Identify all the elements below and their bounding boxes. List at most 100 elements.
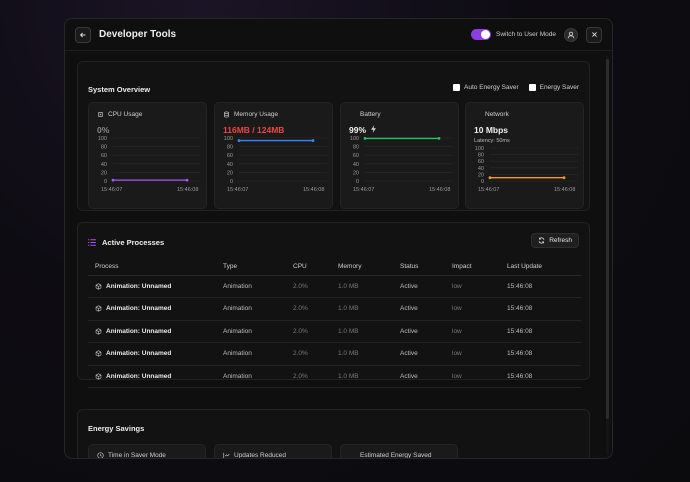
table-cell: 2.0% — [293, 275, 338, 298]
process-name: Animation: Unnamed — [95, 283, 223, 290]
process-name: Animation: Unnamed — [95, 373, 223, 380]
metric-header: Battery — [349, 111, 381, 118]
table-cell: 15:46:08 — [507, 342, 581, 366]
avatar[interactable] — [564, 27, 578, 42]
table-header-row: Process Type CPU Memory Status Impact Last Upd… — [88, 259, 581, 276]
box-icon — [95, 350, 102, 357]
system-overview-card: System Overview Auto Energy Saver Energy… — [77, 61, 590, 211]
refresh-button[interactable]: Refresh — [531, 233, 579, 248]
series-point — [562, 176, 566, 180]
table-cell: Animation: Unnamed — [88, 342, 223, 366]
series-point — [111, 178, 115, 182]
energy-stat-label: Updates Reduced — [234, 452, 287, 459]
time-end-label: 15:46:08 — [429, 187, 451, 193]
user-mode-toggle[interactable] — [471, 29, 492, 40]
y-tick-label: 80 — [478, 153, 484, 159]
y-tick-label: 0 — [104, 179, 107, 185]
series-point — [237, 139, 241, 142]
energy-savings-card: Energy Savings Time in Saver Mode Updates… — [77, 409, 590, 459]
y-tick-label: 0 — [481, 179, 484, 185]
close-button[interactable] — [586, 26, 602, 43]
box-icon — [95, 283, 102, 290]
metric-header: CPU Usage — [97, 111, 142, 118]
column-header[interactable]: Process — [88, 259, 223, 276]
box-icon — [95, 373, 102, 380]
clock-icon — [97, 452, 104, 458]
time-start-label: 15:46:07 — [478, 187, 500, 193]
column-header[interactable]: Status — [400, 259, 452, 276]
metric-label: Memory Usage — [234, 111, 279, 118]
y-tick-label: 40 — [227, 162, 233, 168]
metric-value: 99% — [349, 125, 377, 135]
table-row[interactable]: Animation: Unnamed Animation 2.0% 1.0 MB Act… — [88, 320, 581, 343]
energy-saver-checkbox[interactable] — [528, 84, 536, 91]
blank-icon — [349, 452, 356, 459]
energy-stat-label: Time in Saver Mode — [108, 452, 166, 459]
cpu-icon — [98, 112, 103, 117]
metric-header: Network — [474, 111, 509, 118]
energy-stat-box: Estimated Energy Saved — [340, 444, 458, 459]
time-start-label: 15:46:07 — [353, 187, 375, 193]
column-header[interactable]: Type — [223, 259, 293, 276]
auto-energy-saver-checkbox[interactable] — [453, 84, 461, 91]
process-name-text: Animation: Unnamed — [106, 350, 172, 358]
energy-savings-title: Energy Savings — [88, 424, 145, 433]
y-tick-label: 60 — [227, 153, 233, 159]
energy-stat-label: Estimated Energy Saved — [360, 452, 432, 459]
time-end-label: 15:46:08 — [303, 187, 325, 193]
process-name: Animation: Unnamed — [95, 328, 223, 335]
table-cell: Animation: Unnamed — [88, 320, 223, 343]
metric-card-1: Memory Usage 116MB / 124MB 100 80 60 40 20 0 15:… — [214, 102, 333, 209]
table-cell: 2.0% — [293, 320, 338, 343]
series-point — [311, 139, 315, 142]
table-row[interactable]: Animation: Unnamed Animation 2.0% 1.0 MB Act… — [88, 342, 581, 366]
table-cell: Animation — [223, 275, 293, 298]
process-table: Process Type CPU Memory Status Impact Last Upd… — [88, 259, 581, 388]
column-header[interactable]: Impact — [452, 259, 507, 276]
back-button[interactable] — [75, 26, 91, 43]
table-cell: Animation — [223, 365, 293, 388]
table-row[interactable]: Animation: Unnamed Animation 2.0% 1.0 MB Act… — [88, 275, 581, 298]
active-processes-header: Active Processes — [88, 238, 164, 247]
table-cell: low — [452, 320, 507, 343]
scrollbar-thumb[interactable] — [606, 59, 609, 419]
y-tick-label: 40 — [478, 166, 484, 172]
table-cell: 15:46:08 — [507, 275, 581, 298]
energy-options: Auto Energy Saver Energy Saver — [447, 84, 579, 91]
metric-card-2: Battery 99% 100 80 60 40 20 0 15:46:07 15:46:08 — [340, 102, 459, 209]
y-tick-label: 100 — [224, 136, 233, 142]
table-cell: low — [452, 342, 507, 366]
table-cell: 1.0 MB — [338, 320, 400, 343]
y-tick-label: 80 — [353, 145, 359, 151]
process-name-text: Animation: Unnamed — [106, 327, 172, 335]
refresh-label: Refresh — [549, 237, 572, 244]
table-cell: low — [452, 275, 507, 298]
column-header[interactable]: CPU — [293, 259, 338, 276]
table-row[interactable]: Animation: Unnamed Animation 2.0% 1.0 MB Act… — [88, 297, 581, 321]
table-cell: 15:46:08 — [507, 365, 581, 388]
metric-subtext: Latency: 50ms — [474, 138, 510, 144]
column-header[interactable]: Memory — [338, 259, 400, 276]
y-tick-label: 100 — [475, 146, 484, 152]
metric-value-text: 116MB / 124MB — [223, 125, 285, 135]
time-start-label: 15:46:07 — [101, 187, 123, 193]
table-cell: Active — [400, 297, 452, 321]
column-header[interactable]: Last Update — [507, 259, 581, 276]
metric-value: 116MB / 124MB — [223, 125, 284, 135]
refresh-icon — [538, 237, 545, 244]
database-icon — [224, 111, 229, 118]
energy-saver-label: Energy Saver — [539, 84, 579, 91]
table-row[interactable]: Animation: Unnamed Animation 2.0% 1.0 MB Act… — [88, 365, 581, 388]
y-tick-label: 40 — [101, 162, 107, 168]
table-cell: 1.0 MB — [338, 365, 400, 388]
metric-value-text: 99% — [349, 125, 367, 135]
table-cell: 1.0 MB — [338, 297, 400, 321]
process-name-text: Animation: Unnamed — [106, 282, 172, 290]
time-start-label: 15:46:07 — [227, 187, 249, 193]
metric-card-3: Network 10 Mbps Latency: 50ms 100 80 60 40 20 0 1… — [465, 102, 584, 209]
chart-icon — [223, 452, 230, 458]
